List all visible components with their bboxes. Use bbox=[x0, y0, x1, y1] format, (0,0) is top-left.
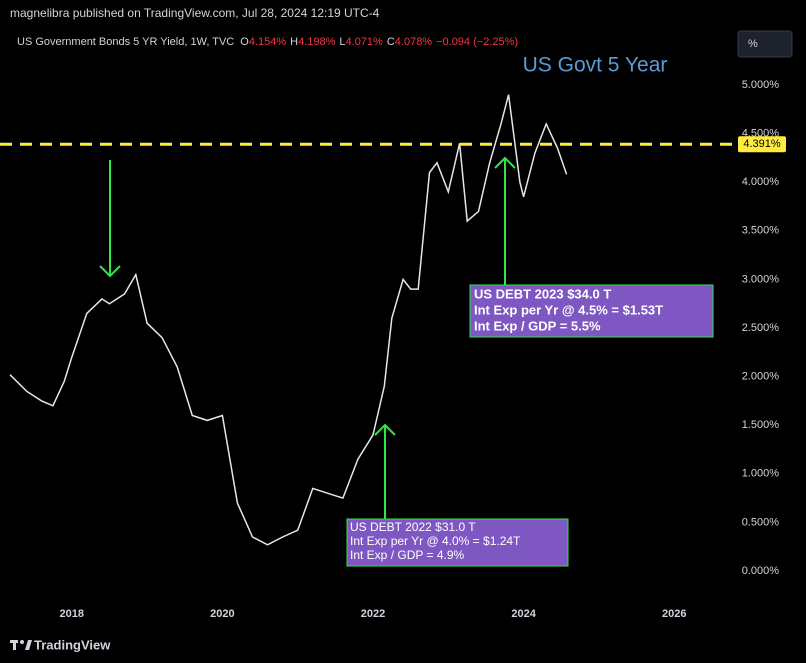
annotation-line: US DEBT 2022 $31.0 T bbox=[350, 520, 476, 534]
legend: US Government Bonds 5 YR Yield, 1W, TVC O… bbox=[17, 36, 518, 48]
x-tick-label: 2024 bbox=[511, 608, 536, 620]
arrows bbox=[99, 156, 516, 520]
annotation-line: Int Exp per Yr @ 4.0% = $1.24T bbox=[350, 534, 521, 548]
annotation-line: Int Exp / GDP = 5.5% bbox=[474, 318, 601, 333]
footer: TradingView bbox=[34, 637, 111, 652]
annotation-line: Int Exp per Yr @ 4.5% = $1.53T bbox=[474, 302, 663, 317]
x-tick-label: 2022 bbox=[361, 608, 385, 620]
annotation-line: US DEBT 2023 $34.0 T bbox=[474, 286, 611, 301]
price-level-tag bbox=[738, 136, 786, 153]
ohlc-key: H bbox=[290, 36, 298, 48]
x-tick-label: 2020 bbox=[210, 608, 234, 620]
annotation-box bbox=[469, 284, 714, 338]
annotation-line: Int Exp / GDP = 4.9% bbox=[350, 548, 465, 562]
x-tick-label: 2018 bbox=[60, 608, 84, 620]
y-tick-label: 1.500% bbox=[742, 419, 780, 431]
chart-title: US Govt 5 Year bbox=[523, 54, 668, 77]
ohlc-value: 4.078% bbox=[395, 36, 433, 48]
y-tick-label: 3.000% bbox=[742, 273, 780, 285]
ohlc-key: L bbox=[339, 36, 345, 48]
price-line bbox=[9, 94, 568, 546]
legend-title: US Government Bonds 5 YR Yield, 1W, TVC bbox=[17, 36, 234, 48]
x-tick-label: 2026 bbox=[662, 608, 686, 620]
y-tick-label: 3.500% bbox=[742, 225, 780, 237]
header: magnelibra published on TradingView.com,… bbox=[10, 6, 380, 20]
ohlc-value: 4.198% bbox=[298, 36, 336, 48]
y-tick-label: 0.500% bbox=[742, 516, 780, 528]
y-tick-label: 4.000% bbox=[742, 176, 780, 188]
price-level-label: 4.391% bbox=[743, 138, 781, 150]
scale-button-label[interactable]: % bbox=[748, 38, 758, 50]
ohlc-key: C bbox=[387, 36, 395, 48]
y-tick-label: 5.000% bbox=[742, 79, 780, 91]
footer-logo bbox=[10, 640, 32, 650]
change: −0.094 (−2.25%) bbox=[436, 36, 518, 48]
ohlc-value: 4.071% bbox=[346, 36, 384, 48]
y-tick-label: 2.000% bbox=[742, 371, 780, 383]
y-tick-label: 2.500% bbox=[742, 322, 780, 334]
ohlc-key: O bbox=[240, 36, 249, 48]
ohlc-value: 4.154% bbox=[249, 36, 287, 48]
scale-button[interactable] bbox=[737, 30, 793, 58]
y-tick-label: 1.000% bbox=[742, 468, 780, 480]
annotation-box bbox=[346, 518, 569, 567]
y-tick-label: 0.000% bbox=[742, 565, 780, 577]
